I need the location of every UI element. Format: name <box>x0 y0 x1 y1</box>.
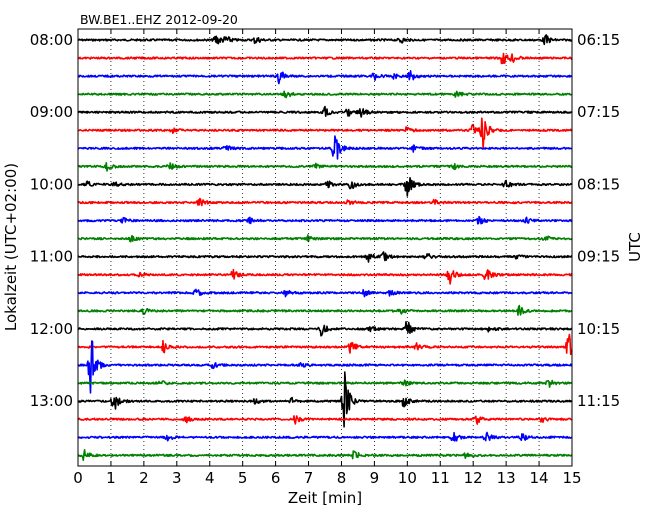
seismic-trace <box>77 90 573 99</box>
local-time-label: 13:00 <box>30 392 73 410</box>
seismic-trace <box>77 333 573 356</box>
seismic-trace <box>77 415 573 425</box>
seismic-traces <box>77 34 573 461</box>
x-tick-label: 13 <box>497 469 516 487</box>
x-tick-label: 15 <box>562 469 581 487</box>
x-tick-label: 11 <box>431 469 450 487</box>
local-time-label: 12:00 <box>30 320 73 338</box>
utc-time-label: 06:15 <box>577 31 620 49</box>
x-tick-label: 14 <box>530 469 549 487</box>
utc-time-labels: 06:15 07:15 08:15 09:15 10:15 11:15 <box>577 31 620 410</box>
seismic-trace <box>77 449 573 461</box>
seismic-trace <box>77 268 573 285</box>
x-tick-label: 9 <box>370 469 380 487</box>
seismic-trace <box>77 105 573 118</box>
seismic-trace <box>77 288 573 298</box>
x-tick-label: 6 <box>271 469 281 487</box>
y-axis-label-utc: UTC <box>626 232 644 262</box>
chart-title: BW.BE1..EHZ 2012-09-20 <box>80 12 238 27</box>
x-tick-label: 8 <box>337 469 347 487</box>
x-tick-label: 7 <box>304 469 314 487</box>
y-axis-label-local: Lokalzeit (UTC+02:00) <box>2 163 20 331</box>
seismic-trace <box>77 304 573 316</box>
seismic-trace <box>77 371 573 428</box>
seismic-trace <box>77 321 573 337</box>
x-tick-labels: 0 1 2 3 4 5 6 7 8 9 10 11 12 13 14 15 <box>73 469 581 487</box>
utc-time-label: 10:15 <box>577 320 620 338</box>
seismic-trace <box>77 135 573 160</box>
seismic-trace <box>77 162 573 172</box>
local-time-label: 09:00 <box>30 103 73 121</box>
x-tick-label: 12 <box>464 469 483 487</box>
seismic-trace <box>77 197 573 207</box>
seismic-trace <box>77 177 573 197</box>
x-tick-label: 5 <box>238 469 248 487</box>
x-tick-label: 4 <box>205 469 215 487</box>
seismic-trace <box>77 431 573 442</box>
local-time-label: 08:00 <box>30 31 73 49</box>
seismic-trace <box>77 379 573 388</box>
seismic-trace <box>77 234 573 243</box>
seismic-trace <box>77 215 573 225</box>
local-time-label: 11:00 <box>30 248 73 266</box>
utc-time-label: 08:15 <box>577 175 620 193</box>
x-axis-label: Zeit [min] <box>288 489 362 507</box>
x-tick-label: 10 <box>398 469 417 487</box>
utc-time-label: 11:15 <box>577 392 620 410</box>
seismic-trace <box>77 70 573 85</box>
seismic-trace <box>77 52 573 65</box>
local-time-labels: 08:00 09:00 10:00 11:00 12:00 13:00 <box>30 31 73 410</box>
plot-frame <box>77 28 573 467</box>
seismic-trace <box>77 117 573 150</box>
local-time-label: 10:00 <box>30 175 73 193</box>
utc-time-label: 07:15 <box>577 103 620 121</box>
x-tick-label: 0 <box>73 469 83 487</box>
seismic-trace <box>77 251 573 263</box>
utc-time-label: 09:15 <box>577 248 620 266</box>
x-tick-label: 3 <box>172 469 182 487</box>
seismic-trace <box>77 340 573 394</box>
x-tick-label: 2 <box>139 469 149 487</box>
x-tick-label: 1 <box>106 469 116 487</box>
seismic-trace <box>77 34 573 46</box>
grid-lines <box>110 29 540 466</box>
